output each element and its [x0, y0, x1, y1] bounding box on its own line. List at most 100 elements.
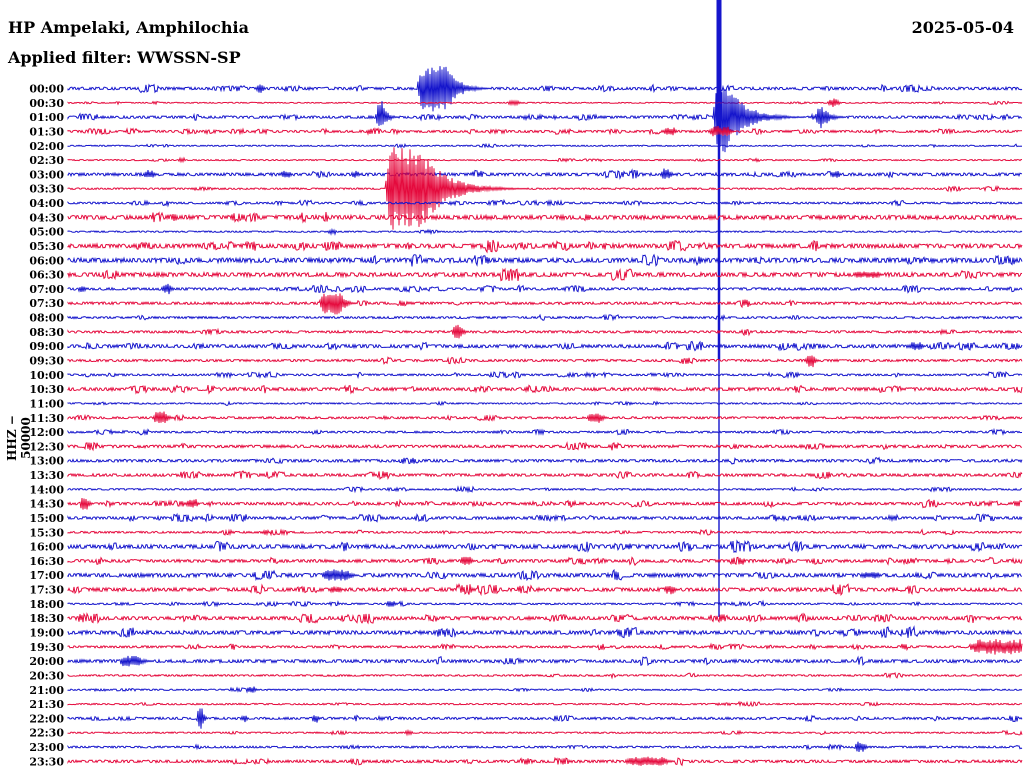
trace-row-1530	[67, 528, 1023, 537]
time-label-0430: 04:30	[29, 211, 64, 224]
trace-row-1830	[67, 612, 1023, 625]
filter-label: Applied filter: WWSSN-SP	[8, 48, 241, 67]
trace-row-1030	[67, 384, 1023, 395]
trace-row-1430	[67, 498, 1023, 510]
trace-row-0200	[67, 142, 1023, 149]
trace-row-2130	[67, 700, 1022, 707]
trace-row-0100	[67, 88, 1023, 153]
time-label-1730: 17:30	[29, 584, 64, 597]
trace-row-2200	[67, 708, 1023, 729]
time-label-1100: 11:00	[29, 397, 64, 410]
time-label-1500: 15:00	[29, 512, 64, 525]
time-label-1200: 12:00	[29, 426, 64, 439]
time-label-0530: 05:30	[29, 240, 64, 253]
trace-row-0500	[67, 227, 1023, 236]
time-label-0730: 07:30	[29, 297, 64, 310]
time-label-1930: 19:30	[29, 641, 64, 654]
trace-row-0400	[67, 198, 1023, 208]
trace-row-0930	[67, 355, 1023, 368]
trace-row-0830	[67, 324, 1023, 339]
trace-row-0130	[67, 125, 1023, 137]
trace-row-1800	[67, 599, 1023, 608]
time-label-1300: 13:00	[29, 455, 64, 468]
time-label-0300: 03:00	[29, 168, 64, 181]
time-label-2200: 22:00	[29, 712, 64, 725]
trace-row-1100	[67, 400, 1023, 407]
time-label-1000: 10:00	[29, 369, 64, 382]
time-label-1430: 14:30	[29, 498, 64, 511]
time-label-0600: 06:00	[29, 254, 64, 267]
time-label-1130: 11:30	[29, 412, 64, 425]
time-label-1600: 16:00	[29, 541, 64, 554]
time-label-1700: 17:00	[29, 569, 64, 582]
time-label-0930: 09:30	[29, 355, 64, 368]
trace-row-1000	[67, 371, 1023, 379]
time-label-2000: 20:00	[29, 655, 64, 668]
trace-row-2300	[67, 741, 1023, 753]
time-label-1330: 13:30	[29, 469, 64, 482]
trace-row-0030	[67, 98, 1023, 107]
time-label-1830: 18:30	[29, 612, 64, 625]
trace-row-0230	[67, 156, 1023, 164]
time-label-0230: 02:30	[29, 154, 64, 167]
trace-row-0630	[67, 267, 1023, 282]
trace-row-0330	[67, 147, 1023, 230]
trace-row-0000	[67, 66, 1023, 112]
trace-row-1630	[67, 556, 1023, 567]
time-label-0830: 08:30	[29, 326, 64, 339]
trace-row-0530	[67, 239, 1023, 254]
time-label-0500: 05:00	[29, 226, 64, 239]
time-label-2330: 23:30	[29, 755, 64, 768]
trace-row-0900	[67, 340, 1023, 352]
time-label-1030: 10:30	[29, 383, 64, 396]
trace-row-0600	[67, 253, 1023, 267]
time-label-1900: 19:00	[29, 627, 64, 640]
time-label-0900: 09:00	[29, 340, 64, 353]
time-label-0030: 00:30	[29, 97, 64, 110]
time-label-2100: 21:00	[29, 684, 64, 697]
time-label-1400: 14:00	[29, 483, 64, 496]
trace-row-2000	[67, 655, 1023, 667]
time-label-0400: 04:00	[29, 197, 64, 210]
trace-row-1300	[67, 456, 1023, 465]
trace-row-1930	[67, 639, 1023, 655]
trace-row-1730	[67, 583, 1023, 597]
trace-row-2030	[67, 671, 1023, 680]
time-label-0630: 06:30	[29, 269, 64, 282]
trace-row-1600	[67, 539, 1023, 554]
station-title: HP Ampelaki, Amphilochia	[8, 18, 249, 37]
time-label-0200: 02:00	[29, 140, 64, 153]
trace-row-1200	[67, 427, 1022, 436]
time-label-0100: 01:00	[29, 111, 64, 124]
time-label-2230: 22:30	[29, 727, 64, 740]
trace-row-0730	[67, 293, 1023, 315]
time-label-0700: 07:00	[29, 283, 64, 296]
trace-row-0800	[67, 313, 1023, 322]
trace-row-0430	[67, 211, 1023, 224]
time-label-2300: 23:00	[29, 741, 64, 754]
trace-row-1230	[67, 441, 1023, 452]
time-label-2130: 21:30	[29, 698, 64, 711]
trace-row-2230	[67, 728, 1023, 737]
time-label-1530: 15:30	[29, 526, 64, 539]
trace-row-2100	[67, 686, 1023, 694]
report-date: 2025-05-04	[911, 18, 1014, 37]
time-label-2030: 20:30	[29, 669, 64, 682]
time-label-0800: 08:00	[29, 312, 64, 325]
trace-row-0300	[67, 168, 1023, 180]
trace-row-1500	[67, 512, 1023, 523]
trace-row-1400	[67, 485, 1022, 494]
time-label-0000: 00:00	[29, 83, 64, 96]
time-label-0330: 03:30	[29, 183, 64, 196]
time-label-1230: 12:30	[29, 440, 64, 453]
time-label-0130: 01:30	[29, 125, 64, 138]
trace-row-2330	[67, 756, 1023, 767]
time-label-1800: 18:00	[29, 598, 64, 611]
trace-row-1330	[67, 470, 1023, 480]
trace-row-1130	[67, 411, 1023, 424]
trace-row-1900	[67, 625, 1022, 639]
trace-row-0700	[67, 283, 1023, 295]
trace-row-1700	[67, 568, 1023, 582]
